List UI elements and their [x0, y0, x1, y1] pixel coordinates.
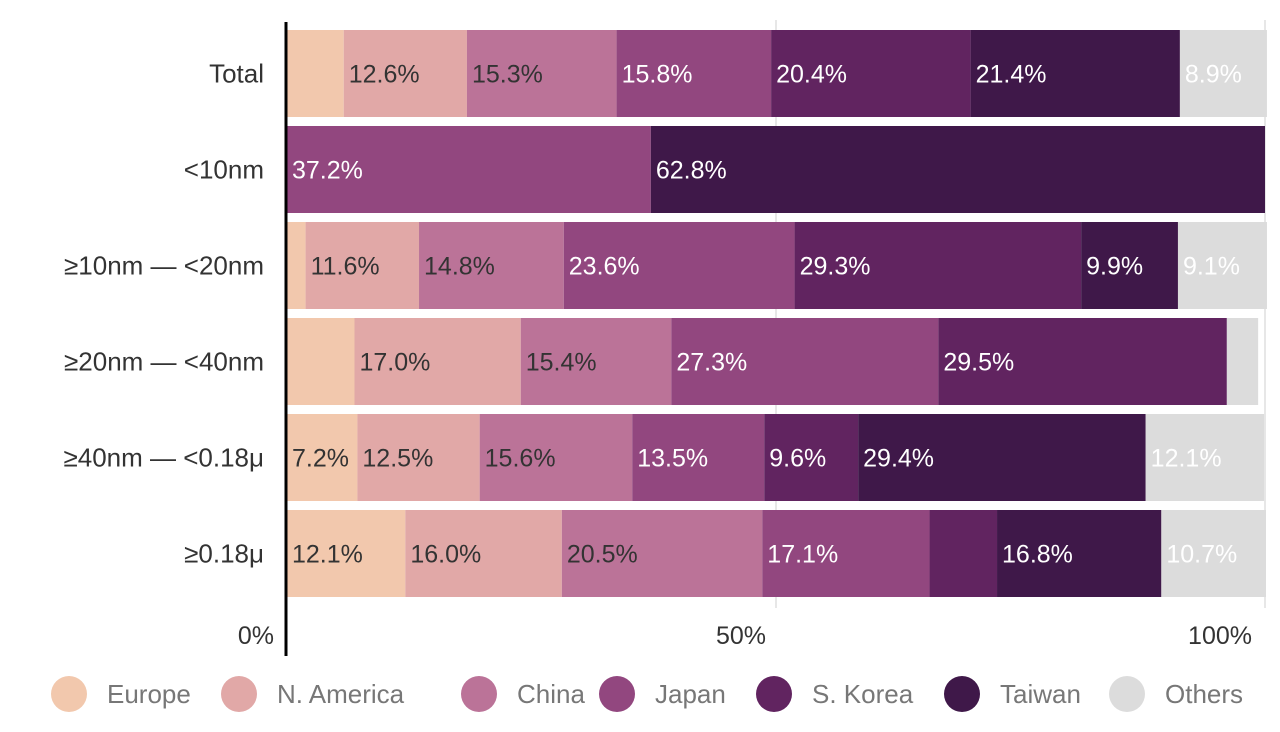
legend-label: N. America — [277, 679, 405, 709]
bar-segment — [287, 126, 651, 213]
data-label: 11.6% — [311, 253, 380, 281]
legend-swatch — [756, 676, 792, 712]
data-label: 62.8% — [656, 157, 727, 185]
data-label: 20.5% — [567, 541, 638, 569]
bar-segment — [616, 30, 772, 117]
legend-label: Europe — [107, 679, 191, 709]
x-tick-label: 50% — [716, 622, 766, 650]
bar-segment — [1179, 30, 1267, 117]
data-label: 12.1% — [292, 541, 363, 569]
legend-swatch — [1109, 676, 1145, 712]
bar-segment — [794, 222, 1082, 309]
legend-label: Others — [1165, 679, 1243, 709]
data-label: 27.3% — [676, 349, 747, 377]
legend-swatch — [599, 676, 635, 712]
data-label: 15.6% — [485, 445, 556, 473]
data-label: 29.3% — [800, 253, 871, 281]
bar-segment — [762, 510, 930, 597]
data-label: 14.8% — [424, 253, 495, 281]
bar-segment — [997, 510, 1162, 597]
category-label: ≥10nm — <20nm — [64, 251, 264, 281]
data-label: 12.1% — [1151, 445, 1222, 473]
data-label: 16.0% — [410, 541, 481, 569]
bar-segment — [1145, 414, 1265, 501]
bar-segment — [419, 222, 564, 309]
data-label: 13.5% — [637, 445, 708, 473]
bar-segment — [1177, 222, 1267, 309]
legend-swatch — [461, 676, 497, 712]
bar-segment — [287, 510, 406, 597]
data-label: 12.6% — [349, 61, 420, 89]
legend-label: S. Korea — [812, 679, 914, 709]
bar-segment — [305, 222, 420, 309]
data-label: 21.4% — [976, 61, 1047, 89]
legend-label: China — [517, 679, 585, 709]
data-label: 9.9% — [1086, 253, 1143, 281]
data-label: 15.8% — [622, 61, 693, 89]
category-label: ≥20nm — <40nm — [64, 347, 264, 377]
data-label: 15.3% — [472, 61, 543, 89]
bar-segment — [479, 414, 633, 501]
data-label: 16.8% — [1002, 541, 1073, 569]
bar-segment — [561, 510, 763, 597]
data-label: 17.1% — [767, 541, 838, 569]
data-label: 20.4% — [776, 61, 847, 89]
x-tick-label: 100% — [1188, 622, 1252, 650]
legend-swatch — [944, 676, 980, 712]
bar-segment — [1161, 510, 1266, 597]
category-label: Total — [209, 59, 264, 89]
bar-segment — [520, 318, 672, 405]
bar-segment — [858, 414, 1146, 501]
bar-segment — [354, 318, 521, 405]
category-label: ≥0.18μ — [184, 539, 264, 569]
data-label: 9.6% — [769, 445, 826, 473]
bar-segment — [287, 318, 355, 405]
data-label: 9.1% — [1183, 253, 1240, 281]
category-label: <10nm — [184, 155, 264, 185]
bar-segment — [650, 126, 1265, 213]
data-label: 8.9% — [1185, 61, 1242, 89]
bar-segment — [929, 510, 998, 597]
data-label: 15.4% — [526, 349, 597, 377]
data-label: 7.2% — [292, 445, 349, 473]
bar-segment — [466, 30, 617, 117]
bar-segment — [764, 414, 859, 501]
bar-segment — [357, 414, 480, 501]
legend-swatch — [221, 676, 257, 712]
legend-label: Taiwan — [1000, 679, 1081, 709]
data-label: 23.6% — [569, 253, 640, 281]
bar-segment — [671, 318, 939, 405]
bar-segment — [287, 222, 306, 309]
bar-segment — [343, 30, 467, 117]
bar-segment — [563, 222, 795, 309]
data-label: 12.5% — [362, 445, 433, 473]
bar-segment — [287, 30, 344, 117]
data-label: 29.5% — [943, 349, 1014, 377]
bar-segment — [970, 30, 1180, 117]
data-label: 29.4% — [863, 445, 934, 473]
bar-segment — [287, 414, 358, 501]
x-tick-label: 0% — [238, 622, 274, 650]
bar-segment — [938, 318, 1227, 405]
bar-segment — [1226, 318, 1259, 405]
bar-segment — [632, 414, 765, 501]
bar-segment — [771, 30, 971, 117]
category-label: ≥40nm — <0.18μ — [63, 443, 264, 473]
data-label: 10.7% — [1166, 541, 1237, 569]
bar-segment — [1081, 222, 1178, 309]
data-label: 17.0% — [359, 349, 430, 377]
data-label: 37.2% — [292, 157, 363, 185]
bar-segment — [405, 510, 562, 597]
legend-label: Japan — [655, 679, 726, 709]
legend-swatch — [51, 676, 87, 712]
